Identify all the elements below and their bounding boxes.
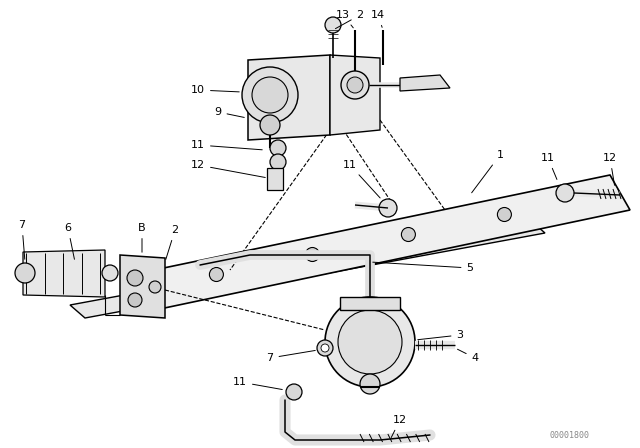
Text: 9: 9: [214, 107, 244, 117]
Text: 10: 10: [191, 85, 239, 95]
Circle shape: [252, 77, 288, 113]
Polygon shape: [70, 220, 545, 318]
Circle shape: [286, 384, 302, 400]
Text: 00001800: 00001800: [550, 431, 590, 440]
Circle shape: [270, 154, 286, 170]
Text: 11: 11: [541, 153, 557, 180]
Circle shape: [325, 297, 415, 387]
Circle shape: [260, 115, 280, 135]
Circle shape: [127, 270, 143, 286]
Text: 12: 12: [391, 415, 407, 438]
Text: 1: 1: [472, 150, 504, 193]
Circle shape: [347, 77, 363, 93]
Text: B: B: [138, 223, 146, 252]
Polygon shape: [340, 297, 400, 310]
Circle shape: [15, 263, 35, 283]
Circle shape: [242, 67, 298, 123]
Polygon shape: [248, 55, 330, 140]
Circle shape: [128, 293, 142, 307]
Circle shape: [401, 228, 415, 241]
Circle shape: [338, 310, 402, 374]
Text: 13: 13: [336, 10, 353, 28]
Circle shape: [270, 140, 286, 156]
Circle shape: [360, 374, 380, 394]
Bar: [267, 168, 283, 190]
Text: 11: 11: [343, 160, 380, 198]
Circle shape: [341, 71, 369, 99]
Text: 11: 11: [233, 377, 282, 389]
Text: 7: 7: [266, 350, 316, 363]
Circle shape: [325, 17, 341, 33]
Text: 7: 7: [19, 220, 26, 259]
Circle shape: [556, 184, 574, 202]
Text: 5: 5: [372, 262, 474, 273]
Text: 2: 2: [166, 225, 179, 259]
Circle shape: [102, 265, 118, 281]
Text: 4: 4: [458, 349, 479, 363]
Circle shape: [379, 199, 397, 217]
Polygon shape: [120, 255, 165, 318]
Text: 6: 6: [65, 223, 74, 259]
Polygon shape: [130, 175, 630, 310]
Text: 12: 12: [191, 160, 265, 177]
Text: 11: 11: [191, 140, 262, 150]
Polygon shape: [400, 75, 450, 91]
Circle shape: [497, 207, 511, 221]
Circle shape: [321, 344, 329, 352]
Polygon shape: [330, 55, 380, 135]
Circle shape: [305, 247, 319, 262]
Text: 3: 3: [418, 330, 463, 340]
Polygon shape: [23, 250, 105, 297]
Text: 2: 2: [335, 10, 364, 29]
Circle shape: [317, 340, 333, 356]
Text: 12: 12: [603, 153, 617, 185]
Circle shape: [149, 281, 161, 293]
Text: 14: 14: [371, 10, 385, 27]
Circle shape: [209, 267, 223, 281]
